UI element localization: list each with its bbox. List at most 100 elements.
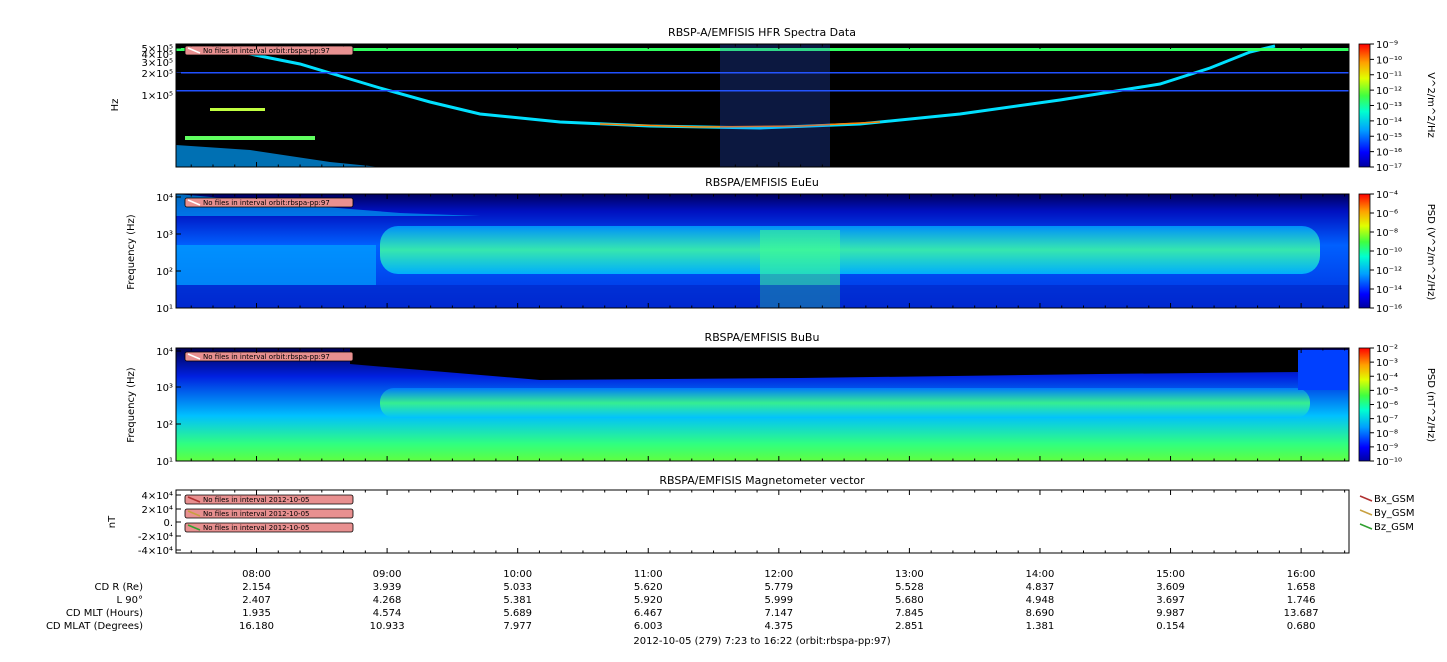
colorbar-tick-label: 10⁻¹⁰ (1376, 55, 1402, 66)
no-files-annotation: No files in interval orbit:rbspa-pp:97 (184, 45, 354, 56)
annotation-box (184, 494, 354, 505)
panel-title-bubu: RBSPA/EMFISIS BuBu (705, 331, 820, 344)
ephemeris-value: 2.407 (242, 595, 271, 606)
ephemeris-value: 13.687 (1284, 608, 1319, 619)
time-range-footer: 2012-10-05 (279) 7:23 to 16:22 (orbit:rb… (633, 636, 890, 647)
ephemeris-value: 5.528 (895, 582, 924, 593)
y-tick-label: 2×10⁵ (142, 69, 173, 80)
ephemeris-value: 16.180 (239, 621, 274, 632)
no-files-annotation-Bz_GSM: No files in interval 2012-10-05 (184, 522, 354, 533)
bubu-chorus-band (380, 388, 1310, 418)
ephemeris-value: 5.620 (634, 582, 663, 593)
panel-title-eueu: RBSPA/EMFISIS EuEu (705, 176, 819, 189)
ephemeris-value: 1.746 (1287, 595, 1316, 606)
annotation-line-icon (187, 496, 201, 503)
colorbar-tick-label: 10⁻⁷ (1376, 415, 1398, 426)
eueu-low-band (176, 245, 376, 285)
legend-entry: Bz_GSM (1374, 522, 1414, 533)
x-tick-label: 16:00 (1287, 569, 1316, 580)
no-files-annotation: No files in interval orbit:rbspa-pp:97 (184, 197, 354, 208)
y-tick-label: 3×10⁵ (142, 58, 173, 69)
ephemeris-value: 7.977 (503, 621, 532, 632)
y-tick-label: 10¹ (156, 304, 173, 315)
magnetometer-plot-area (175, 489, 1350, 554)
ephemeris-value: 5.033 (503, 582, 532, 593)
colorbar-tick-label: 10⁻³ (1376, 358, 1398, 369)
no-files-annotation: No files in interval orbit:rbspa-pp:97 (184, 351, 354, 362)
panel-frame-bubu (175, 347, 1350, 462)
x-tick-label: 14:00 (1026, 569, 1055, 580)
hfr-noise-strip (720, 44, 830, 167)
ephemeris-value: 9.987 (1156, 608, 1185, 619)
y-tick-label: 10³ (156, 383, 173, 394)
x-tick-label: 13:00 (895, 569, 924, 580)
hfr-upper-hybrid-core (599, 121, 881, 128)
colorbar-tick-label: 10⁻⁴ (1376, 372, 1398, 383)
ephemeris-value: 4.375 (765, 621, 794, 632)
colorbar-tick-label: 10⁻¹⁶ (1376, 148, 1402, 159)
ephemeris-value: 3.609 (1156, 582, 1185, 593)
colorbar-tick-label: 10⁻⁸ (1376, 429, 1398, 440)
bubu-colorbar-label: PSD (nT^2/Hz) (1425, 368, 1436, 442)
colorbar-tick-label: 10⁻¹³ (1376, 102, 1402, 113)
ephemeris-value: 6.467 (634, 608, 663, 619)
annotation-text: No files in interval orbit:rbspa-pp:97 (203, 353, 330, 361)
x-tick-label: 09:00 (373, 569, 402, 580)
no-files-annotation-By_GSM: No files in interval 2012-10-05 (184, 508, 354, 519)
colorbar-tick-label: 10⁻⁶ (1376, 401, 1398, 412)
ephemeris-value: 5.680 (895, 595, 924, 606)
colorbar-tick-label: 10⁻² (1376, 344, 1398, 355)
bubu-ylabel: Frequency (Hz) (126, 367, 137, 443)
annotation-box (184, 45, 354, 56)
ephemeris-value: 2.154 (242, 582, 271, 593)
ephemeris-value: 1.658 (1287, 582, 1316, 593)
panel-eueu: RBSPA/EMFISIS EuEu Frequency (Hz) PSD (V… (126, 176, 1436, 308)
hfr-colorbar (1359, 44, 1370, 167)
ephemeris-value: 10.933 (370, 621, 405, 632)
ephemeris-value: 6.003 (634, 621, 663, 632)
ephemeris-value: 4.948 (1026, 595, 1055, 606)
hfr-spectrogram-background (176, 44, 1349, 167)
x-tick-label: 10:00 (503, 569, 532, 580)
y-tick-label: 10² (156, 267, 173, 278)
colorbar-tick-label: 10⁻⁴ (1376, 190, 1398, 201)
ephemeris-value: 7.845 (895, 608, 924, 619)
colorbar-tick-label: 10⁻⁵ (1376, 386, 1398, 397)
y-tick-label: 4×10⁵ (142, 50, 173, 61)
colorbar-tick-label: 10⁻⁶ (1376, 209, 1398, 220)
panel-frame-eueu (175, 193, 1350, 309)
eueu-chorus-band (380, 226, 1320, 274)
annotation-line-icon (187, 524, 201, 531)
hfr-band-top (176, 48, 1349, 51)
x-tick-label: 08:00 (242, 569, 271, 580)
y-tick-label: 0. (163, 518, 173, 529)
ephemeris-value: 4.574 (373, 608, 402, 619)
hfr-colorbar-label: V^2/m^2/Hz (1425, 72, 1436, 138)
legend-swatch (1359, 495, 1373, 502)
legend-swatch (1359, 523, 1373, 530)
ephemeris-row-label: CD R (Re) (95, 582, 144, 593)
y-tick-label: 5×10⁵ (142, 44, 173, 55)
annotation-box (184, 508, 354, 519)
colorbar-tick-label: 10⁻¹⁵ (1376, 132, 1402, 143)
annotation-line-icon (187, 510, 201, 517)
ephemeris-value: 4.268 (373, 595, 402, 606)
x-tick-label: 12:00 (764, 569, 793, 580)
eueu-bottom-speckle (176, 285, 1349, 308)
ephemeris-value: 3.939 (373, 582, 402, 593)
hfr-low-emission (176, 145, 380, 167)
ephemeris-value: 1.935 (242, 608, 271, 619)
eueu-ylabel: Frequency (Hz) (126, 214, 137, 290)
colorbar-tick-label: 10⁻⁹ (1376, 443, 1398, 454)
y-tick-label: 10³ (156, 230, 173, 241)
annotation-line-icon (187, 47, 201, 54)
eueu-colorbar-label: PSD (V^2/m^2/Hz) (1425, 204, 1436, 301)
bubu-colorbar (1359, 348, 1370, 461)
colorbar-tick-label: 10⁻¹⁴ (1376, 117, 1402, 128)
colorbar-tick-label: 10⁻⁸ (1376, 228, 1398, 239)
ephemeris-value: 0.680 (1287, 621, 1316, 632)
ephemeris-value: 4.837 (1026, 582, 1055, 593)
annotation-box (184, 197, 354, 208)
colorbar-tick-label: 10⁻¹⁰ (1376, 247, 1402, 258)
